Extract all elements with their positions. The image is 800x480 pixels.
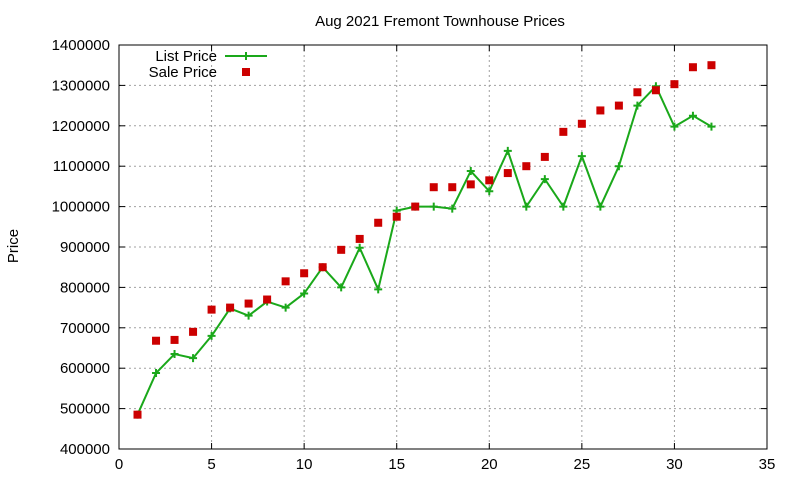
x-tick-label: 25 <box>574 456 591 473</box>
point-list-price <box>466 167 475 176</box>
point-sale-price <box>318 263 327 272</box>
y-tick-label: 1400000 <box>52 37 110 54</box>
y-tick-label: 1100000 <box>53 158 110 175</box>
plot-frame <box>118 44 768 450</box>
point-list-price <box>170 350 179 359</box>
legend: List Price Sale Price <box>149 48 267 81</box>
point-list-price <box>152 369 161 378</box>
point-sale-price <box>133 410 142 419</box>
y-tick-label: 800000 <box>60 279 110 296</box>
point-list-price <box>540 175 549 184</box>
point-sale-price <box>614 101 623 110</box>
y-tick-label: 700000 <box>60 320 110 337</box>
point-sale-price <box>244 299 253 308</box>
point-list-price <box>614 162 623 171</box>
point-sale-price <box>207 305 216 314</box>
grid <box>119 45 767 449</box>
point-sale-price <box>281 277 290 286</box>
point-list-price <box>633 101 642 110</box>
point-list-price <box>503 146 512 155</box>
point-sale-price <box>540 152 549 161</box>
x-tick-label: 20 <box>481 456 498 473</box>
point-list-price <box>485 187 494 196</box>
point-sale-price <box>337 245 346 254</box>
point-list-price <box>244 311 253 320</box>
point-sale-price <box>688 63 697 72</box>
point-list-price <box>596 202 605 211</box>
y-tick-label: 1200000 <box>52 118 110 135</box>
point-sale-price <box>466 180 475 189</box>
x-tick-label: 30 <box>666 456 683 473</box>
point-sale-price <box>503 169 512 178</box>
point-list-price <box>429 202 438 211</box>
point-list-price <box>337 283 346 292</box>
point-list-price <box>189 354 198 363</box>
point-list-price <box>707 122 716 131</box>
legend-label-sale-price: Sale Price <box>149 64 217 81</box>
point-list-price <box>688 111 697 120</box>
point-sale-price <box>448 183 457 192</box>
point-sale-price <box>707 61 716 70</box>
point-sale-price <box>152 336 161 345</box>
point-sale-price <box>170 335 179 344</box>
point-list-price <box>355 243 364 252</box>
legend-label-list-price: List Price <box>155 48 217 65</box>
x-tick-label: 0 <box>115 456 123 473</box>
point-list-price <box>577 152 586 161</box>
point-sale-price <box>596 106 605 115</box>
point-sale-price <box>559 127 568 136</box>
point-sale-price <box>429 183 438 192</box>
point-list-price <box>207 331 216 340</box>
point-list-price <box>374 285 383 294</box>
point-sale-price <box>355 234 364 243</box>
y-tick-label: 600000 <box>60 360 110 377</box>
point-sale-price <box>374 218 383 227</box>
x-tick-label: 10 <box>296 456 313 473</box>
point-list-price <box>522 202 531 211</box>
point-sale-price <box>226 303 235 312</box>
axis-ticks: 0 5 10 15 20 25 30 35 400000 500000 600000 700000 80… <box>52 37 776 473</box>
y-tick-label: 500000 <box>60 401 110 418</box>
x-tick-label: 15 <box>388 456 405 473</box>
point-sale-price <box>189 327 198 336</box>
point-sale-price <box>411 202 420 211</box>
point-sale-price <box>300 269 309 278</box>
x-tick-label: 5 <box>207 456 215 473</box>
point-sale-price <box>670 80 679 89</box>
point-list-price <box>300 289 309 298</box>
point-sale-price <box>392 212 401 221</box>
point-sale-price <box>633 88 642 97</box>
legend-cross-list-price <box>242 52 250 60</box>
y-tick-label: 400000 <box>60 441 110 458</box>
point-sale-price <box>263 295 272 304</box>
point-list-price <box>281 303 290 312</box>
point-list-price <box>559 202 568 211</box>
point-sale-price <box>651 86 660 95</box>
series-line-list-price <box>136 85 712 416</box>
y-axis-label: Price <box>5 229 22 263</box>
chart-title: Aug 2021 Fremont Townhouse Prices <box>315 13 565 30</box>
point-sale-price <box>485 176 494 185</box>
plot-series <box>133 61 716 419</box>
y-tick-label: 1300000 <box>52 77 110 94</box>
point-list-price <box>670 122 679 131</box>
y-tick-label: 1000000 <box>52 199 110 216</box>
point-sale-price <box>577 119 586 128</box>
y-tick-label: 900000 <box>60 239 110 256</box>
point-sale-price <box>522 162 531 171</box>
x-tick-label: 35 <box>759 456 776 473</box>
point-list-price <box>448 204 457 213</box>
legend-square-sale-price <box>242 68 250 76</box>
